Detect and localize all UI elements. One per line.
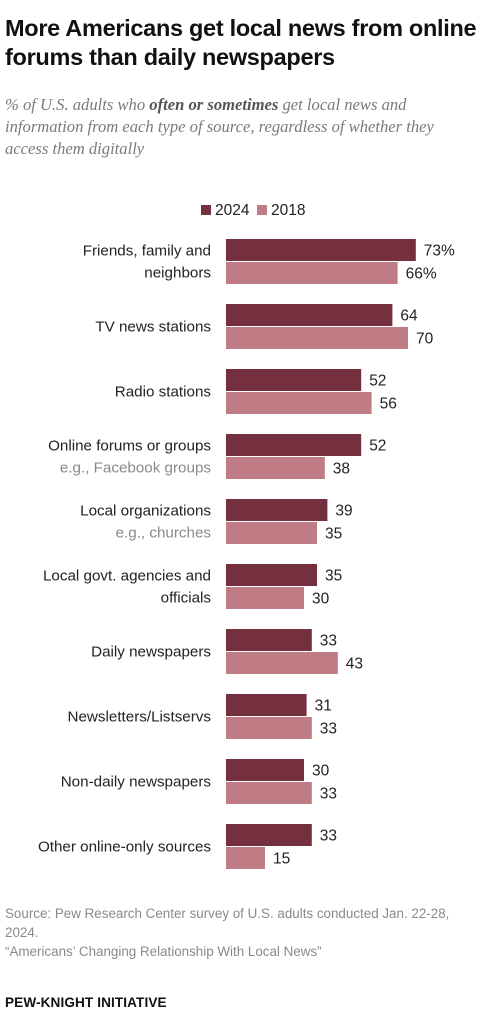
bar-2018-8	[226, 782, 312, 804]
category-label-0-1: neighbors	[144, 265, 211, 282]
subtitle-pre: % of U.S. adults who	[5, 95, 150, 114]
category-label-0-0: Friends, family and	[83, 243, 211, 260]
value-label-2018-2: 56	[380, 396, 397, 413]
category-sublabel-4-1: e.g., churches	[116, 525, 212, 542]
bar-2024-5	[226, 564, 317, 586]
source-note: Source: Pew Research Center survey of U.…	[5, 904, 475, 961]
chart-title: More Americans get local news from onlin…	[5, 15, 477, 70]
bar-2024-1	[226, 304, 393, 326]
org-credit: PEW-KNIGHT INITIATIVE	[5, 995, 167, 1010]
bar-2024-8	[226, 759, 304, 781]
bar-2024-7	[226, 694, 307, 716]
bar-2018-3	[226, 457, 325, 479]
value-label-2018-4: 35	[325, 526, 342, 543]
bar-2024-9	[226, 824, 312, 846]
value-label-2024-2: 52	[369, 373, 386, 390]
category-label-4-0: Local organizations	[80, 503, 211, 520]
bar-2018-5	[226, 587, 304, 609]
legend-label-2018: 2018	[271, 202, 306, 219]
subtitle-emphasis: often or sometimes	[149, 95, 279, 114]
subtitle-post: get local news and information from each…	[5, 95, 434, 158]
category-label-1-0: TV news stations	[95, 319, 211, 336]
chart-subtitle: % of U.S. adults who often or sometimes …	[5, 94, 475, 160]
category-label-7-0: Newsletters/Listservs	[68, 709, 212, 726]
bar-2024-0	[226, 239, 416, 261]
value-label-2024-7: 31	[315, 698, 332, 715]
report-title: “Americans’ Changing Relationship With L…	[5, 944, 322, 959]
legend-swatch-2018	[257, 205, 267, 215]
category-sublabel-3-1: e.g., Facebook groups	[60, 460, 212, 477]
category-label-9-0: Other online-only sources	[38, 839, 211, 856]
value-label-2024-8: 30	[312, 763, 330, 780]
value-label-2024-6: 33	[320, 633, 337, 650]
value-label-2018-8: 33	[320, 786, 337, 803]
legend-label-2024: 2024	[215, 202, 250, 219]
value-label-2024-9: 33	[320, 828, 337, 845]
bar-2024-3	[226, 434, 362, 456]
bar-2018-9	[226, 847, 265, 869]
category-label-2-0: Radio stations	[115, 384, 212, 401]
bar-2024-6	[226, 629, 312, 651]
bar-2018-2	[226, 392, 372, 414]
value-label-2024-0: 73%	[424, 243, 455, 260]
bar-2024-4	[226, 499, 328, 521]
category-label-5-0: Local govt. agencies and	[43, 568, 211, 585]
bar-2018-0	[226, 262, 398, 284]
value-label-2018-5: 30	[312, 591, 330, 608]
value-label-2018-1: 70	[416, 331, 434, 348]
value-label-2024-1: 64	[400, 308, 418, 325]
category-label-3-0: Online forums or groups	[48, 438, 211, 455]
value-label-2018-7: 33	[320, 721, 337, 738]
source-text: Source: Pew Research Center survey of U.…	[5, 906, 450, 940]
value-label-2024-4: 39	[335, 503, 352, 520]
category-label-6-0: Daily newspapers	[91, 644, 211, 661]
value-label-2024-3: 52	[369, 438, 386, 455]
bar-2018-6	[226, 652, 338, 674]
value-label-2024-5: 35	[325, 568, 342, 585]
bar-2018-7	[226, 717, 312, 739]
bar-2018-4	[226, 522, 317, 544]
value-label-2018-9: 15	[273, 851, 290, 868]
bar-2018-1	[226, 327, 408, 349]
category-label-8-0: Non-daily newspapers	[61, 774, 212, 791]
value-label-2018-6: 43	[346, 656, 363, 673]
value-label-2018-3: 38	[333, 461, 350, 478]
bar-chart: 73% 66% Friends, family and neighbors 64 70 TV…	[38, 239, 455, 869]
bar-2024-2	[226, 369, 362, 391]
value-label-2018-0: 66%	[406, 266, 437, 283]
legend-swatch-2024	[201, 205, 211, 215]
category-label-5-1: officials	[161, 590, 212, 607]
